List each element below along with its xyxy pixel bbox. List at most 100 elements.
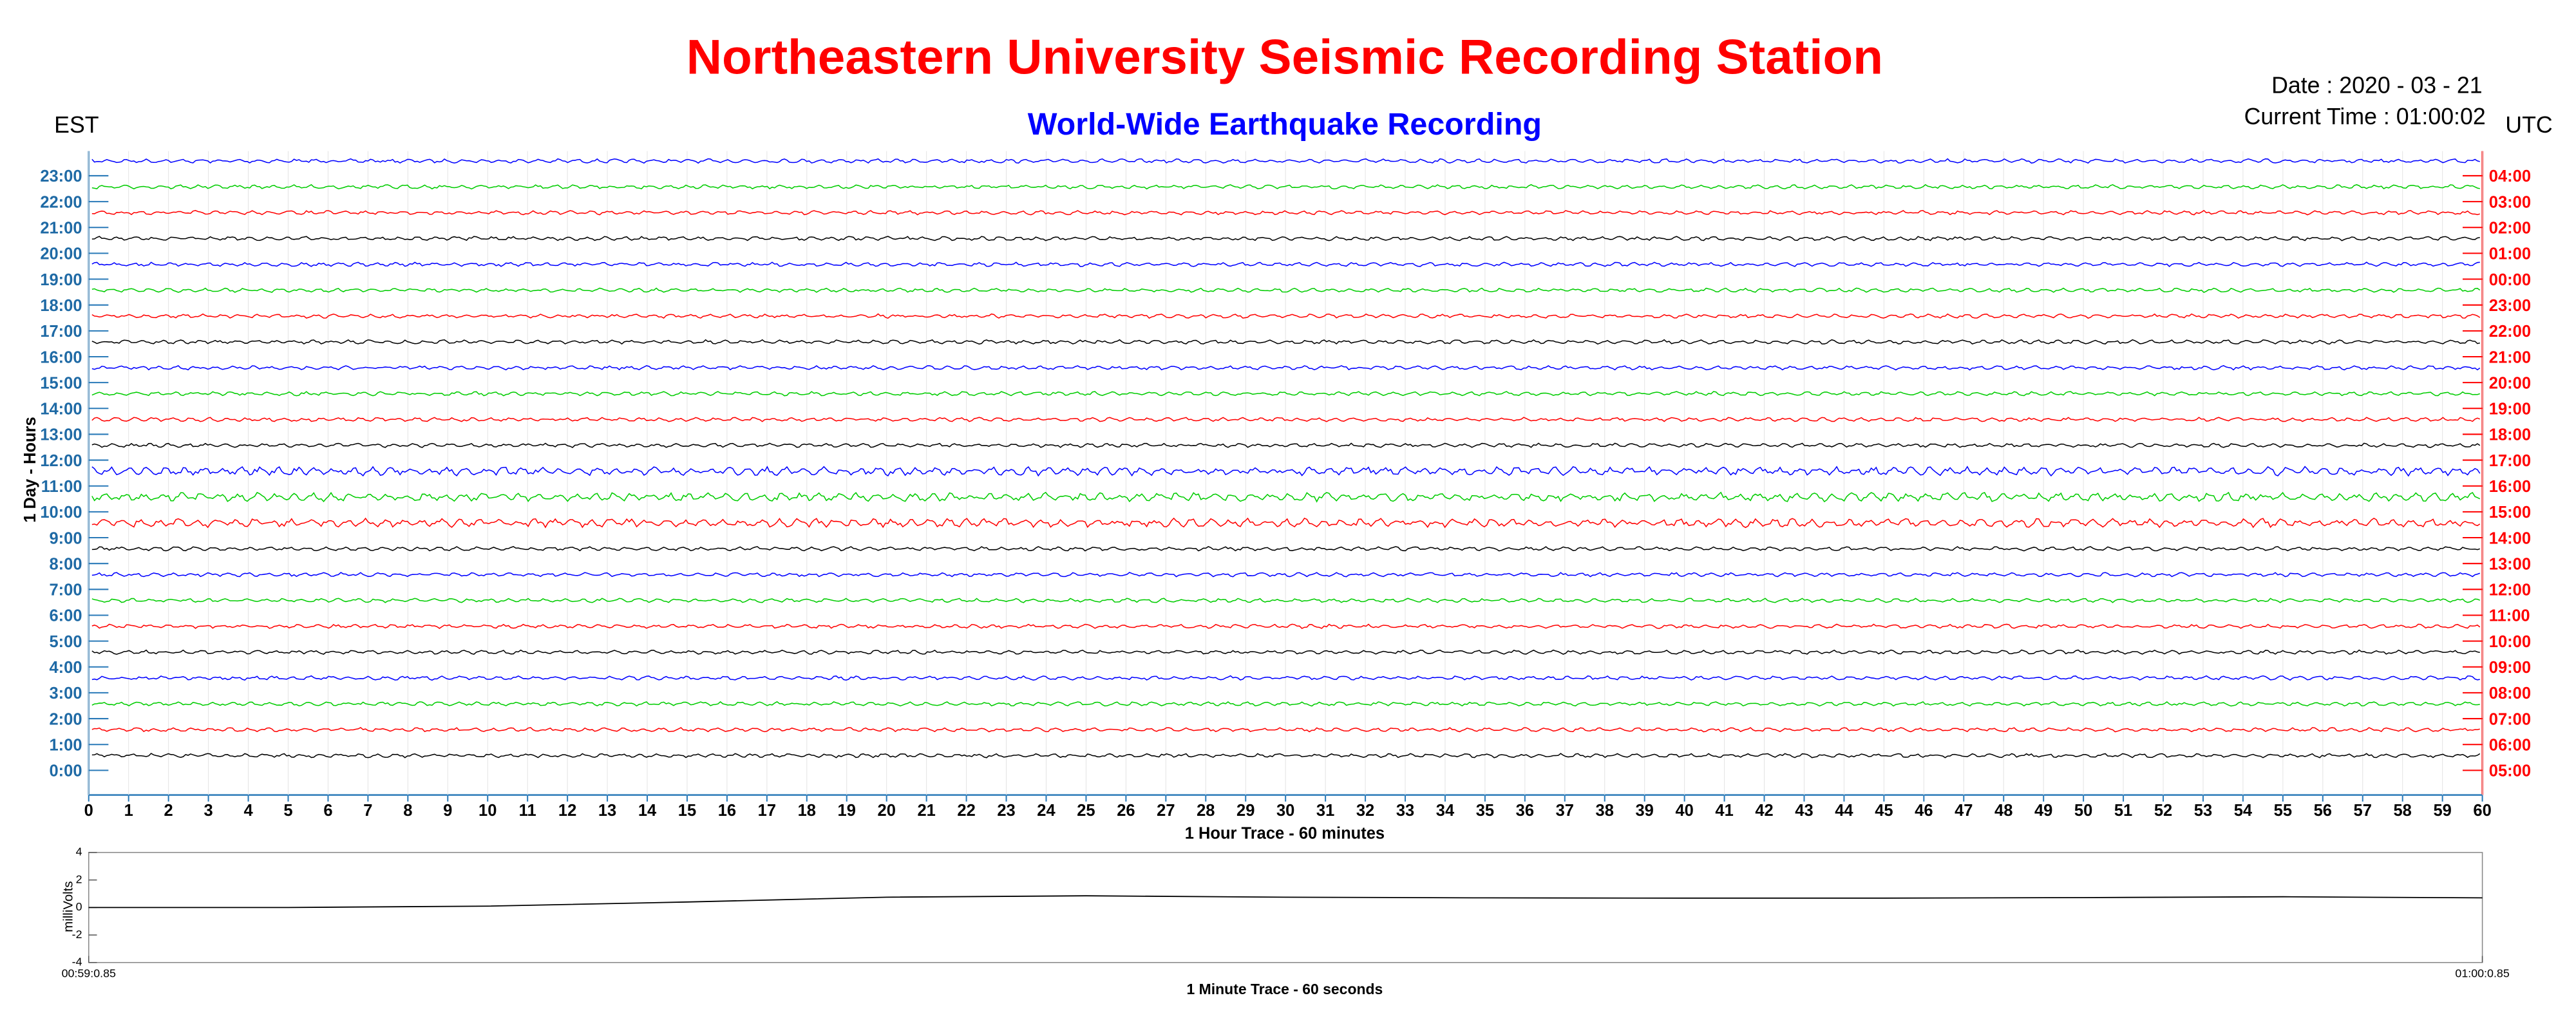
y-tick-label: 0 <box>76 900 82 913</box>
trace <box>91 753 2481 759</box>
utc-tick-label: 10:00 <box>2489 633 2531 651</box>
est-tick-label: 9:00 <box>50 529 82 547</box>
utc-tick-label: 16:00 <box>2489 478 2531 496</box>
utc-tick-label: 14:00 <box>2489 529 2531 547</box>
trace <box>91 572 2481 578</box>
x-tick-label: 28 <box>1197 802 1215 820</box>
est-tick-label: 11:00 <box>41 478 82 496</box>
trace <box>91 313 2481 319</box>
x-tick-label: 6 <box>323 802 332 820</box>
x-tick-label: 42 <box>1755 802 1773 820</box>
x-tick-label: 34 <box>1436 802 1455 820</box>
est-label: EST <box>54 112 99 138</box>
est-tick-label: 12:00 <box>40 452 82 470</box>
utc-tick-label: 23:00 <box>2489 297 2531 315</box>
x-tick-label: 3 <box>204 802 213 820</box>
x-tick-label: 1 <box>124 802 133 820</box>
y-tick-label: 4 <box>76 845 82 858</box>
utc-tick-label: 02:00 <box>2489 220 2531 238</box>
x-tick-label: 53 <box>2194 802 2212 820</box>
x-tick-label: 22 <box>957 802 975 820</box>
x-tick-label: 24 <box>1037 802 1056 820</box>
est-tick-label: 13:00 <box>40 426 82 444</box>
x-tick-label: 25 <box>1077 802 1095 820</box>
trace <box>91 209 2480 216</box>
utc-tick-label: 12:00 <box>2489 581 2531 599</box>
trace <box>91 158 2480 164</box>
est-tick-label: 16:00 <box>40 348 82 366</box>
date-label: Date : 2020 - 03 - 21 <box>2271 73 2482 99</box>
x-tick-label: 52 <box>2154 802 2172 820</box>
est-tick-label: 14:00 <box>40 401 82 419</box>
x-tick-label: 51 <box>2114 802 2132 820</box>
x-tick-label: 5 <box>283 802 292 820</box>
trace <box>91 417 2481 422</box>
est-tick-label: 1:00 <box>50 736 82 754</box>
utc-tick-label: 04:00 <box>2489 167 2531 185</box>
x-tick-label: 50 <box>2074 802 2092 820</box>
trace <box>91 491 2481 503</box>
utc-tick-label: 20:00 <box>2489 374 2531 392</box>
x-tick-label: 58 <box>2394 802 2412 820</box>
x-tick-label: 30 <box>1276 802 1294 820</box>
x-tick-label: 47 <box>1955 802 1973 820</box>
x-tick-label: 31 <box>1316 802 1334 820</box>
est-tick-label: 17:00 <box>40 323 82 341</box>
x-tick-label: 45 <box>1875 802 1893 820</box>
utc-tick-label: 19:00 <box>2489 401 2531 419</box>
x-tick-label: 56 <box>2314 802 2332 820</box>
utc-tick-label: 15:00 <box>2489 504 2531 522</box>
trace <box>91 391 2481 397</box>
trace <box>91 675 2480 681</box>
x-tick-label: 55 <box>2274 802 2292 820</box>
x-tick-label: 9 <box>443 802 452 820</box>
x-tick-label: 41 <box>1715 802 1733 820</box>
utc-tick-label: 03:00 <box>2489 193 2531 211</box>
utc-tick-label: 18:00 <box>2489 426 2531 444</box>
est-tick-label: 6:00 <box>50 607 82 625</box>
title: Northeastern University Seismic Recordin… <box>687 30 1883 85</box>
x-tick-label: 57 <box>2354 802 2372 820</box>
x-tick-label: 00:59:0.85 <box>62 967 116 979</box>
x-tick-label: 12 <box>558 802 576 820</box>
x-tick-label: 29 <box>1236 802 1255 820</box>
trace <box>91 364 2481 371</box>
trace <box>91 546 2481 552</box>
x-tick-label: 20 <box>878 802 896 820</box>
utc-tick-label: 07:00 <box>2489 710 2531 728</box>
subtitle: World-Wide Earthquake Recording <box>1028 107 1542 142</box>
trace <box>91 287 2481 293</box>
est-tick-label: 4:00 <box>50 659 82 677</box>
trace <box>91 701 2480 707</box>
x-tick-label: 39 <box>1636 802 1654 820</box>
x-tick-label: 49 <box>2034 802 2052 820</box>
trace <box>91 236 2480 241</box>
utc-tick-label: 08:00 <box>2489 684 2531 703</box>
x-tick-label: 44 <box>1835 802 1853 820</box>
x-tick-label: 0 <box>84 802 93 820</box>
x-tick-label: 33 <box>1396 802 1414 820</box>
trace <box>91 466 2481 477</box>
trace <box>91 517 2481 529</box>
x-tick-label: 18 <box>798 802 816 820</box>
trace <box>91 442 2481 448</box>
trace <box>91 184 2480 190</box>
utc-tick-label: 05:00 <box>2489 762 2531 780</box>
x-tick-label: 01:00:0.85 <box>2455 967 2509 979</box>
x-tick-label: 54 <box>2234 802 2253 820</box>
x-tick-label: 21 <box>917 802 935 820</box>
x-tick-label: 37 <box>1556 802 1574 820</box>
est-tick-label: 15:00 <box>40 374 82 392</box>
x-tick-label: 10 <box>478 802 497 820</box>
trace <box>91 623 2481 629</box>
est-tick-label: 7:00 <box>50 581 82 599</box>
utc-tick-label: 01:00 <box>2489 245 2531 263</box>
est-tick-label: 5:00 <box>50 633 82 651</box>
y-tick-label: 2 <box>76 872 82 885</box>
minute-trace <box>88 895 2483 909</box>
x-tick-label: 40 <box>1675 802 1693 820</box>
x-tick-label: 8 <box>403 802 412 820</box>
x-tick-label: 14 <box>638 802 657 820</box>
est-tick-label: 19:00 <box>40 271 82 289</box>
y-axis-label: 1 Day - Hours <box>21 417 39 522</box>
